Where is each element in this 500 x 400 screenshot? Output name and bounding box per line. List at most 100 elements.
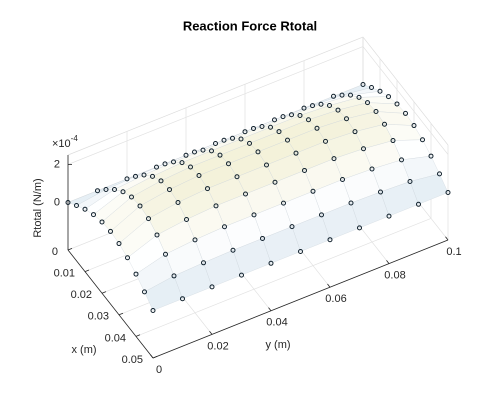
data-point bbox=[192, 237, 198, 243]
data-point bbox=[95, 188, 100, 194]
data-point bbox=[201, 260, 206, 266]
data-point bbox=[293, 150, 299, 156]
x-tick-label: 0.04 bbox=[105, 332, 126, 344]
x-tick-label: 0.02 bbox=[71, 289, 92, 301]
data-point bbox=[133, 173, 138, 179]
z-axis-label: Rtotal (N/m) bbox=[32, 178, 44, 237]
data-point bbox=[99, 219, 105, 225]
data-point bbox=[394, 101, 400, 107]
data-point bbox=[386, 213, 392, 219]
data-point bbox=[268, 124, 273, 130]
data-point bbox=[437, 171, 442, 177]
data-point bbox=[373, 109, 379, 115]
data-point bbox=[154, 232, 160, 238]
data-point bbox=[112, 187, 117, 192]
data-point bbox=[137, 203, 143, 209]
data-point bbox=[310, 188, 316, 194]
x-axis bbox=[67, 249, 154, 359]
data-point bbox=[162, 161, 168, 167]
data-point bbox=[184, 217, 189, 223]
data-point bbox=[348, 92, 353, 98]
data-point bbox=[331, 93, 336, 99]
z-tick-label: 0 bbox=[54, 196, 60, 208]
y-tick bbox=[268, 307, 272, 312]
z-multiplier-exponent: -4 bbox=[71, 134, 79, 143]
grid-line bbox=[67, 46, 449, 165]
data-point bbox=[188, 164, 193, 170]
data-point bbox=[301, 105, 307, 111]
data-point bbox=[175, 199, 181, 205]
data-point bbox=[360, 82, 366, 87]
data-point bbox=[327, 103, 332, 109]
data-point bbox=[251, 212, 257, 218]
x-tick-label: 0.05 bbox=[122, 354, 143, 366]
data-point bbox=[251, 125, 256, 131]
data-point bbox=[74, 203, 79, 209]
data-point bbox=[242, 129, 248, 135]
data-point bbox=[179, 160, 185, 166]
y-tick bbox=[445, 236, 449, 241]
data-point bbox=[91, 212, 96, 218]
data-point bbox=[344, 116, 349, 122]
data-point bbox=[259, 124, 265, 130]
data-point bbox=[255, 149, 261, 155]
y-axis bbox=[152, 239, 449, 359]
data-point bbox=[272, 117, 277, 123]
data-point bbox=[217, 152, 223, 158]
data-point bbox=[377, 88, 383, 94]
y-tick-label: 0.08 bbox=[384, 270, 405, 282]
data-point bbox=[65, 200, 71, 205]
data-point bbox=[289, 224, 295, 230]
data-point bbox=[382, 121, 387, 127]
y-tick-label: 0 bbox=[156, 364, 162, 376]
data-point bbox=[116, 241, 122, 247]
x-tick-label: 0.01 bbox=[54, 268, 75, 280]
data-point bbox=[213, 203, 219, 209]
data-point bbox=[180, 296, 185, 302]
x-tick-label: 0 bbox=[52, 246, 58, 258]
chart-title: Reaction Force Rtotal bbox=[183, 18, 317, 33]
data-point bbox=[340, 177, 345, 183]
data-point bbox=[205, 186, 210, 192]
data-point bbox=[196, 173, 202, 178]
data-point bbox=[108, 228, 113, 234]
data-point bbox=[120, 189, 126, 195]
x-tick bbox=[84, 269, 90, 272]
data-point bbox=[420, 137, 425, 143]
data-point bbox=[234, 174, 240, 180]
data-point bbox=[158, 178, 164, 184]
data-point bbox=[314, 125, 320, 131]
data-point bbox=[445, 190, 451, 195]
data-point bbox=[335, 107, 341, 113]
data-point bbox=[200, 147, 206, 153]
data-point bbox=[281, 200, 286, 206]
surface-patch bbox=[144, 275, 183, 311]
data-point bbox=[356, 94, 362, 100]
data-point bbox=[167, 187, 172, 193]
y-tick-label: 0.02 bbox=[207, 340, 228, 352]
data-point bbox=[361, 146, 366, 152]
data-point bbox=[386, 94, 391, 100]
data-point bbox=[239, 272, 244, 278]
data-point bbox=[298, 249, 303, 254]
z-tick-label: 2 bbox=[54, 158, 60, 170]
data-point bbox=[339, 92, 345, 98]
data-point bbox=[327, 237, 333, 243]
data-point bbox=[365, 100, 370, 106]
data-point bbox=[221, 137, 227, 143]
data-point bbox=[289, 112, 294, 118]
data-point bbox=[133, 271, 139, 277]
data-point bbox=[192, 149, 197, 155]
data-point bbox=[403, 110, 408, 116]
x-tick bbox=[118, 312, 124, 316]
y-tick-label: 0.1 bbox=[446, 246, 461, 258]
data-point bbox=[357, 225, 362, 231]
data-point bbox=[222, 224, 227, 230]
data-point bbox=[276, 129, 282, 135]
data-point bbox=[163, 251, 168, 257]
data-point bbox=[352, 129, 358, 135]
data-point bbox=[142, 289, 147, 295]
z-multiplier: ×10-4 bbox=[52, 134, 78, 150]
data-point bbox=[319, 212, 324, 218]
